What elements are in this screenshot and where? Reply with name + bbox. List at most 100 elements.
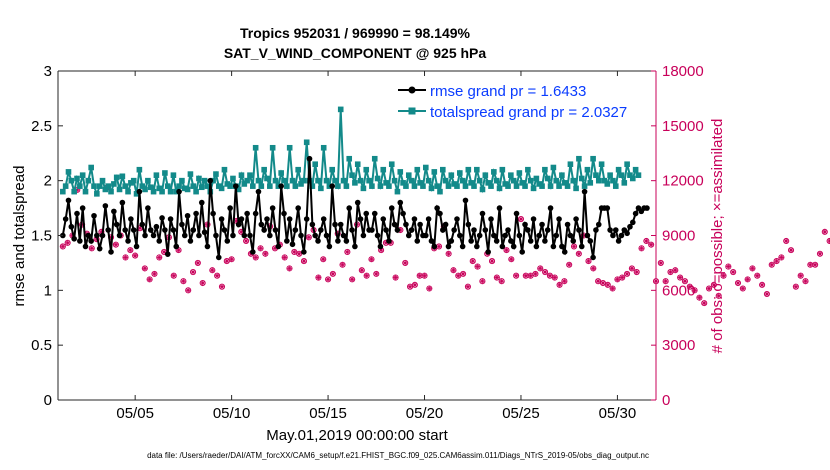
obs-assimilated-marker [450,267,457,273]
series-point-rmse [542,238,548,244]
series-point-rmse [337,221,344,228]
series-point-rmse [377,243,384,250]
obs-assimilated-marker [151,271,158,277]
series-point-totalspread [346,155,353,162]
series-point-rmse [567,232,574,239]
series-point-totalspread [457,170,463,176]
y-ticks-left: 0 0.5 1 1.5 2 2.5 3 [31,63,63,409]
obs-assimilated-marker [528,273,534,279]
series-point-totalspread [227,183,233,189]
series-point-totalspread [201,177,208,184]
series-point-rmse [627,223,633,230]
series-point-rmse [267,232,273,239]
series-point-totalspread [383,180,389,186]
series-point-totalspread [440,166,446,173]
x-tick-label: 05/15 [309,405,347,422]
series-point-totalspread [570,177,577,184]
series-point-rmse [221,227,228,233]
obs-assimilated-marker [426,285,432,292]
obs-assimilated-marker [127,247,133,253]
obs-assimilated-marker [335,231,341,237]
series-point-rmse [218,216,225,222]
obs-assimilated-marker [421,273,428,279]
series-point-rmse [210,210,216,217]
series-point-rmse [247,232,253,239]
series-point-totalspread [479,186,486,193]
series-point-rmse [173,243,180,250]
series-point-rmse [618,232,625,239]
obs-assimilated-marker [667,269,674,275]
series-point-rmse [462,197,469,204]
series-point-totalspread [482,172,489,178]
series-point-totalspread [530,185,537,192]
series-point-totalspread [323,177,330,184]
series-point-totalspread [488,183,494,189]
series-point-totalspread [284,183,290,189]
series-point-totalspread [615,166,622,173]
obs-assimilated-marker [132,253,138,259]
chart-title-line2: SAT_V_WIND_COMPONENT @ 925 hPa [224,45,487,61]
series-point-totalspread [380,166,387,173]
series-point-rmse [357,216,364,222]
series-point-rmse [581,188,588,195]
series-point-totalspread [522,183,528,189]
series-point-rmse [505,227,511,233]
series-point-rmse [252,210,259,217]
series-point-rmse [440,227,446,233]
series-point-totalspread [394,188,401,195]
series-point-rmse [485,249,491,255]
series-point-rmse [513,210,520,217]
series-point-rmse [371,210,378,217]
series-point-rmse [301,249,307,255]
series-point-totalspread [502,181,508,187]
series-point-rmse [403,221,409,228]
series-point-rmse [142,232,148,239]
obs-assimilated-marker [315,274,322,281]
x-axis-label: May.01,2019 00:00:00 start [266,427,448,444]
series-point-totalspread [292,183,299,189]
obs-assimilated-marker [65,240,71,246]
obs-assimilated-marker [773,258,780,264]
series-point-totalspread [632,166,639,173]
series-point-rmse [457,232,463,239]
series-point-rmse [77,238,83,244]
series-point-totalspread [247,172,253,178]
obs-assimilated-marker [764,291,770,297]
series-point-rmse [468,238,474,244]
series-point-totalspread [476,177,483,184]
obs-assimilated-marker [175,247,182,253]
series-point-totalspread [309,183,316,189]
series-point-rmse [332,221,338,228]
series-point-totalspread [176,183,182,189]
legend-marker-rmse [408,86,416,94]
series-point-rmse [99,232,106,239]
obs-assimilated-marker [542,269,548,275]
series-point-totalspread [315,177,321,184]
series-point-rmse [476,232,483,239]
series-point-totalspread [366,177,372,184]
series-point-rmse [176,188,182,195]
obs-assimilated-marker [378,247,384,253]
series-point-rmse [193,210,199,217]
y-tick-label-left: 0 [44,392,52,409]
y-tick-label-left: 1 [44,282,52,299]
series-point-rmse [459,243,466,250]
series-point-rmse [539,221,545,228]
series-point-totalspread [91,183,97,189]
series-point-rmse [425,216,432,222]
series-point-rmse [354,199,361,206]
series-point-rmse [318,227,324,233]
series-point-totalspread [388,161,395,168]
obs-assimilated-marker [238,229,244,235]
series-point-rmse [408,227,415,233]
series-point-rmse [428,238,435,244]
series-point-totalspread [485,180,491,186]
obs-assimilated-marker [749,265,756,271]
obs-assimilated-marker [730,269,736,275]
series-point-totalspread [252,144,259,151]
series-point-totalspread [610,177,616,184]
series-point-rmse [139,221,146,228]
series-point-rmse [360,232,367,239]
obs-assimilated-marker [740,285,746,292]
series-point-rmse [190,227,197,233]
